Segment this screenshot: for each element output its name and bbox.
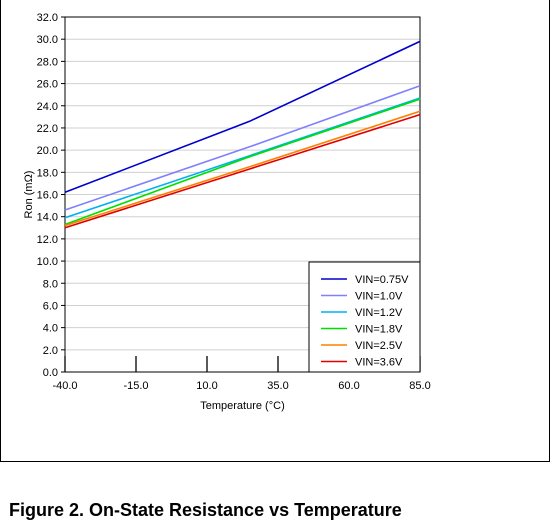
legend: VIN=0.75V VIN=1.0V VIN=1.2V VIN=1.8V VIN=2.5… xyxy=(308,261,421,373)
y-tick-label: 12.0 xyxy=(37,234,58,246)
x-tick-label: -15.0 xyxy=(123,380,148,392)
y-tick-label: 8.0 xyxy=(43,278,58,290)
x-tick-labels: -40.0 -15.0 10.0 35.0 60.0 85.0 xyxy=(52,380,430,392)
series-line xyxy=(64,110,421,227)
figure-frame xyxy=(0,0,550,462)
y-axis-label: Ron (mΩ) xyxy=(23,171,35,219)
grid xyxy=(65,38,420,351)
y-tick-label: 26.0 xyxy=(37,79,58,91)
y-tick-label: 22.0 xyxy=(37,123,58,135)
legend-box xyxy=(308,261,421,373)
y-tick-label: 24.0 xyxy=(37,101,58,113)
legend-label: VIN=1.8V xyxy=(355,324,403,336)
series-line xyxy=(64,98,421,226)
y-tick-label: 16.0 xyxy=(37,190,58,202)
y-tick-label: 18.0 xyxy=(37,167,58,179)
series-line xyxy=(64,113,421,229)
y-tick-label: 10.0 xyxy=(37,256,58,268)
y-tick-label: 14.0 xyxy=(37,212,58,224)
legend-label: VIN=2.5V xyxy=(355,340,403,352)
legend-label: VIN=0.75V xyxy=(355,274,409,286)
y-tick-label: 2.0 xyxy=(43,345,58,357)
x-tick-label: 35.0 xyxy=(267,380,288,392)
y-tick-label: 20.0 xyxy=(37,145,58,157)
chart-svg: 0.0 2.0 4.0 6.0 8.0 10.0 12.0 14.0 16.0 18.0 20.0 2… xyxy=(23,12,431,412)
x-tick-label: 10.0 xyxy=(196,380,217,392)
y-tick-label: 4.0 xyxy=(43,323,58,335)
y-tick-label: 28.0 xyxy=(37,56,58,68)
y-tick-label: 32.0 xyxy=(37,12,58,24)
series-line xyxy=(64,85,421,211)
y-tick-label: 0.0 xyxy=(43,367,58,379)
figure-caption: Figure 2. On-State Resistance vs Tempera… xyxy=(9,500,402,520)
series-line xyxy=(64,97,421,219)
x-tick-label: 85.0 xyxy=(409,380,430,392)
legend-label: VIN=1.0V xyxy=(355,291,403,303)
y-tick-labels: 0.0 2.0 4.0 6.0 8.0 10.0 12.0 14.0 16.0 18.0 20.0 2… xyxy=(37,12,58,379)
legend-label: VIN=3.6V xyxy=(355,357,403,369)
x-axis-label: Temperature (°C) xyxy=(200,400,284,412)
x-tick-label: 60.0 xyxy=(338,380,359,392)
y-tick-label: 30.0 xyxy=(37,34,58,46)
series-lines xyxy=(64,40,421,229)
series-line xyxy=(64,40,421,194)
x-tick-label: -40.0 xyxy=(52,380,77,392)
legend-label: VIN=1.2V xyxy=(355,307,403,319)
y-tick-label: 6.0 xyxy=(43,300,58,312)
